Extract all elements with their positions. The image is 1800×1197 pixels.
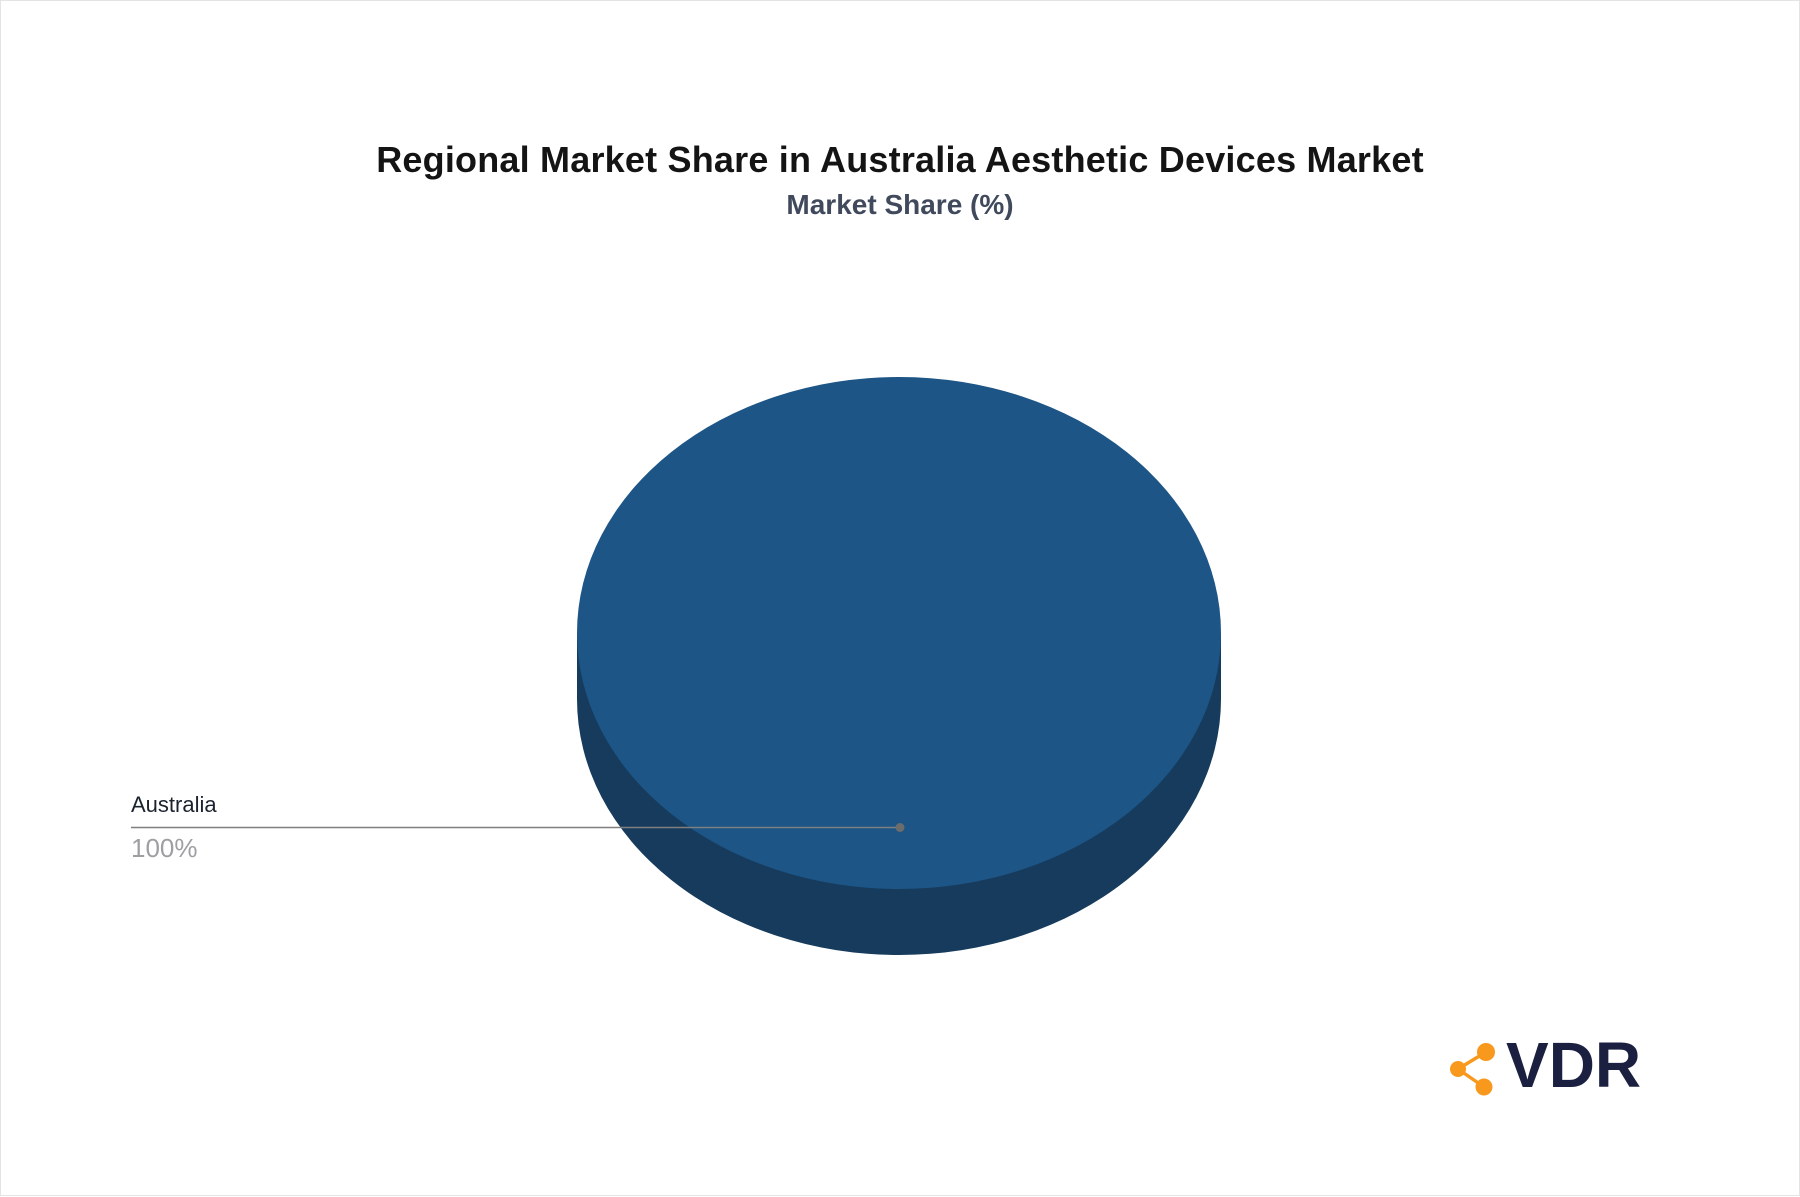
label-connector-dot: [895, 823, 905, 832]
share-icon-node-left: [1450, 1061, 1466, 1077]
chart-title: Regional Market Share in Australia Aesth…: [376, 139, 1424, 180]
pie-slice-australia[interactable]: [577, 377, 1221, 955]
vdr-logo-text: VDR: [1506, 1029, 1642, 1101]
share-network-icon: [1450, 1043, 1495, 1096]
pie-top-surface: [577, 377, 1221, 889]
share-icon-node-bottom: [1475, 1078, 1493, 1096]
share-icon-node-top: [1477, 1043, 1495, 1061]
slice-label-name: Australia: [131, 792, 217, 817]
chart-subtitle: Market Share (%): [786, 189, 1014, 220]
slice-label-percent: 100%: [131, 833, 198, 863]
vdr-logo: VDR: [1439, 1033, 1641, 1097]
